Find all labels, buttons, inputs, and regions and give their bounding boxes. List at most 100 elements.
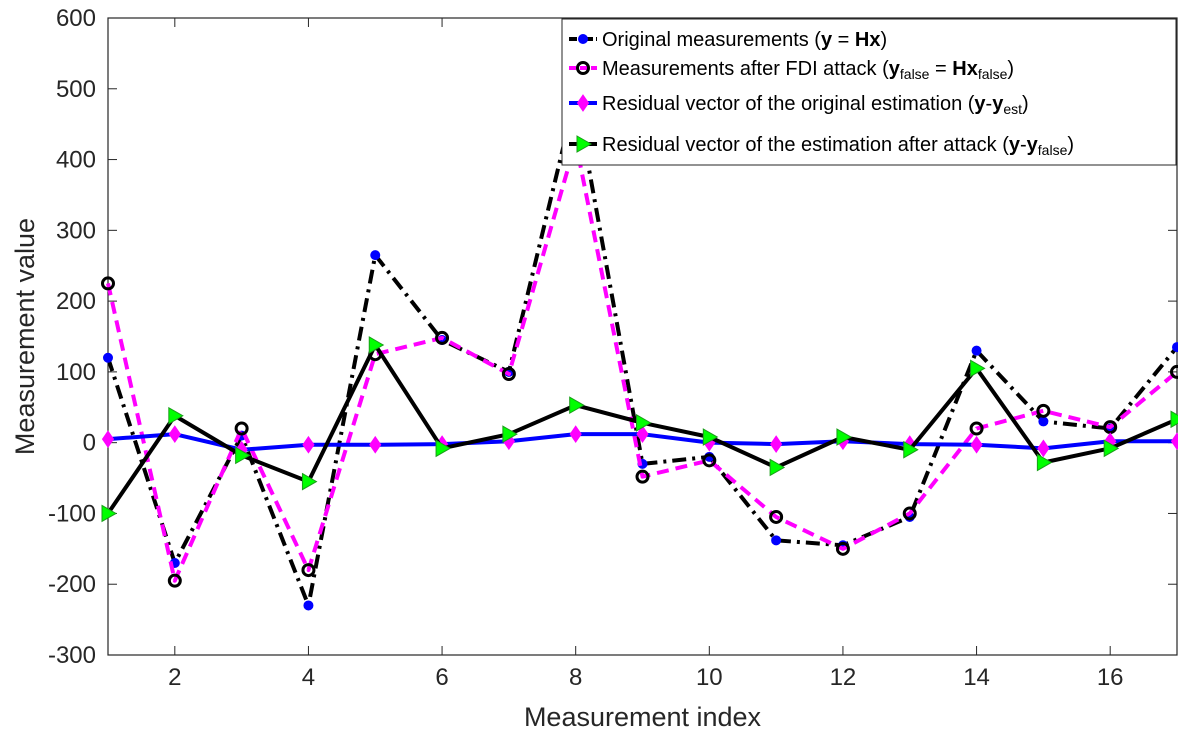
legend-text-span: =: [929, 58, 952, 80]
legend-subscript: est: [1003, 101, 1022, 117]
data-point: [769, 458, 786, 477]
legend-subscript: false: [1038, 142, 1068, 158]
data-point: [301, 563, 316, 578]
y-tick-label: 400: [56, 147, 96, 174]
data-point: [501, 367, 516, 382]
data-point: [636, 413, 652, 432]
data-point: [702, 453, 717, 468]
legend-text-span: y: [974, 93, 986, 115]
data-point: [902, 506, 917, 521]
data-point: [369, 435, 382, 454]
y-tick-label: 100: [56, 359, 96, 386]
data-point: [370, 250, 381, 261]
legend-entry: Original measurements (y = Hx): [602, 29, 887, 51]
legend-text-span: ): [1007, 58, 1014, 80]
legend-text-span: Residual vector of the estimation after …: [602, 134, 1009, 156]
legend-text-span: y: [821, 29, 833, 51]
y-tick-label: 300: [56, 217, 96, 244]
legend-text-span: -: [1020, 134, 1027, 156]
data-point: [1103, 439, 1120, 458]
x-tick-label: 2: [168, 664, 181, 691]
legend-marker: [576, 94, 590, 112]
data-point: [970, 435, 983, 454]
data-point: [1036, 453, 1053, 472]
data-point: [101, 430, 115, 449]
data-point: [1170, 432, 1178, 451]
data-point: [435, 439, 452, 458]
data-point: [836, 428, 852, 446]
data-point: [302, 435, 315, 454]
legend-text-span: Original measurements (: [602, 29, 821, 51]
series-line-measurements-after-fdi-attack-yfalse-hxf: [106, 139, 1178, 583]
data-point: [969, 421, 984, 436]
legend-text-span: Hx: [855, 29, 881, 51]
x-axis-title: Measurement index: [524, 702, 762, 732]
x-tick-label: 12: [830, 664, 857, 691]
data-point: [235, 446, 251, 465]
data-point: [702, 428, 719, 446]
legend-marker: [578, 34, 588, 44]
legend-text-span: y: [992, 93, 1004, 115]
legend-text-span: -: [986, 93, 993, 115]
y-tick-label: -300: [48, 642, 96, 669]
data-point: [502, 425, 518, 444]
data-point: [103, 352, 113, 363]
legend-text-span: y: [1027, 134, 1039, 156]
data-point: [636, 425, 649, 444]
data-point: [569, 425, 582, 444]
data-point: [101, 504, 118, 523]
data-point: [168, 406, 184, 425]
data-point: [769, 509, 784, 524]
data-point: [1170, 410, 1178, 429]
series-layer: [101, 90, 1178, 611]
y-tick-label: 0: [83, 430, 96, 457]
data-point: [771, 535, 782, 546]
y-tick-label: -200: [48, 571, 96, 598]
legend-text-span: ): [1022, 93, 1029, 115]
data-point: [168, 425, 181, 444]
data-point: [234, 421, 249, 436]
x-tick-label: 4: [302, 664, 315, 691]
x-tick-label: 6: [435, 664, 448, 691]
legend-text-span: y: [1009, 134, 1021, 156]
data-point: [635, 469, 650, 484]
x-tick-label: 16: [1097, 664, 1124, 691]
legend-entry: Measurements after FDI attack (yfalse = …: [602, 58, 1014, 82]
data-point: [970, 359, 986, 378]
y-tick-label: 500: [56, 76, 96, 103]
data-point: [1037, 439, 1050, 458]
legend-marker: [576, 61, 590, 75]
data-point: [903, 440, 919, 459]
legend-marker: [576, 135, 593, 153]
legend-text-span: y: [889, 58, 901, 80]
data-point: [368, 336, 385, 354]
series-4: [101, 336, 1178, 523]
y-tick-label: -100: [48, 500, 96, 527]
series-line-original-measurements-y-hx: [106, 93, 1178, 608]
data-point: [835, 541, 850, 556]
legend-text-span: Measurements after FDI attack (: [602, 58, 889, 80]
x-tick-label: 14: [963, 664, 990, 691]
data-point: [770, 435, 783, 453]
data-point: [1038, 416, 1049, 427]
tick-labels: 2 4 6 8 10 12 14 16 -300 -200 -100 0 100 200 300 400 500…: [48, 5, 1124, 691]
data-point: [301, 472, 318, 491]
data-point: [971, 345, 982, 356]
legend-text-span: =: [832, 29, 855, 51]
data-point: [435, 330, 450, 345]
legend-entry: Residual vector of the original estimati…: [602, 93, 1029, 117]
data-point: [1170, 364, 1178, 379]
data-point: [569, 396, 585, 415]
data-point: [303, 600, 314, 611]
y-tick-label: 600: [56, 5, 96, 32]
legend-text-span: ): [1067, 134, 1074, 156]
y-tick-label: 200: [56, 288, 96, 315]
data-point: [101, 276, 115, 291]
legend-subscript: false: [978, 66, 1008, 82]
legend-text-span: ): [880, 29, 887, 51]
legend-text-span: Hx: [952, 58, 978, 80]
legend-entry: Residual vector of the estimation after …: [602, 134, 1074, 158]
data-point: [1172, 342, 1178, 353]
legend: Original measurements (y = Hx)Measuremen…: [561, 18, 1177, 166]
